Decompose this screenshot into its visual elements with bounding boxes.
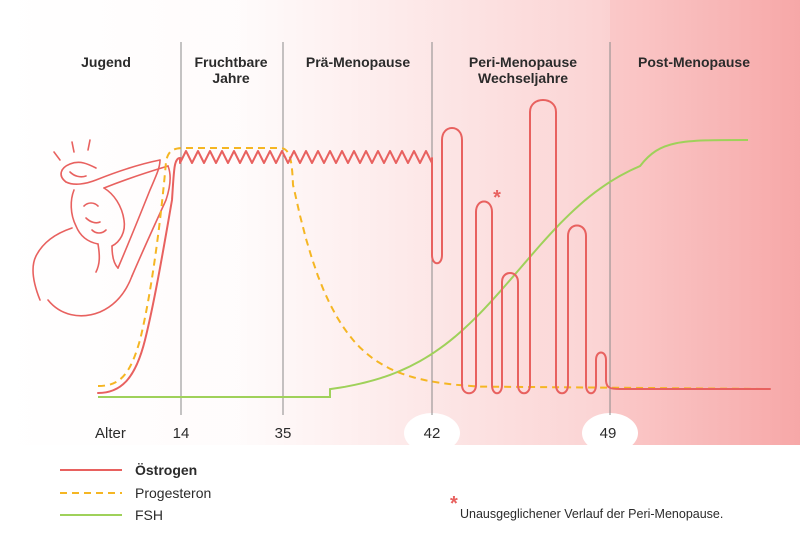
note-asterisk: * bbox=[450, 493, 458, 515]
tick-42: 42 bbox=[424, 425, 441, 442]
fsh-curve bbox=[98, 139, 749, 398]
tick-bubble-49 bbox=[582, 413, 638, 453]
legend-label-estrogen: Östrogen bbox=[135, 462, 197, 478]
phase-fruchtbare-line2: Jahre bbox=[212, 70, 250, 86]
tick-14: 14 bbox=[173, 425, 190, 442]
phase-prae: Prä-Menopause bbox=[306, 54, 410, 70]
legend-label-progesterone: Progesteron bbox=[135, 485, 211, 501]
note-text: Unausgeglichener Verlauf der Peri-Menopa… bbox=[460, 507, 723, 521]
estrogen-curve bbox=[97, 99, 771, 395]
phase-peri: Peri-Menopause bbox=[469, 54, 577, 70]
progesterone-curve bbox=[97, 147, 771, 390]
tick-35: 35 bbox=[275, 425, 292, 442]
phase-post: Post-Menopause bbox=[638, 54, 750, 70]
phase-jugend: Jugend bbox=[81, 54, 131, 70]
tick-49: 49 bbox=[600, 425, 617, 442]
hormone-curves bbox=[97, 99, 771, 398]
phase-fruchtbare: Fruchtbare bbox=[194, 54, 267, 70]
axis-label: Alter bbox=[95, 425, 126, 442]
legend-label-fsh: FSH bbox=[135, 507, 163, 523]
peri-asterisk-marker: * bbox=[493, 187, 501, 209]
tick-bubble-42 bbox=[404, 413, 460, 453]
legend: Östrogen Progesteron FSH bbox=[60, 462, 211, 523]
woman-hot-flash-icon bbox=[32, 139, 171, 317]
phase-peri-line2: Wechseljahre bbox=[478, 70, 568, 86]
post-menopause-band bbox=[610, 0, 800, 445]
